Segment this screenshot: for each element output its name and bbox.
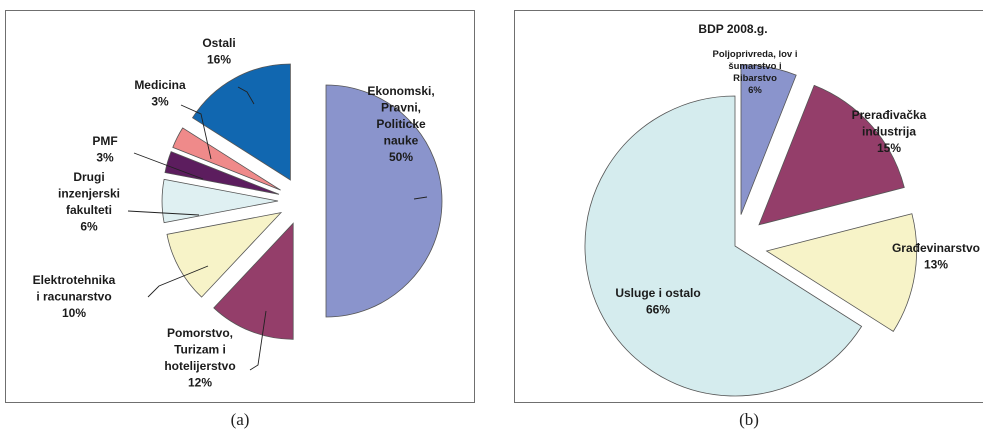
slice-label-preradivacka-industrija: Prerađivačka industrija 15% <box>852 108 927 155</box>
pie-slice-pomorstvo-turizam-i-hotelijerstvo <box>213 222 294 340</box>
pie-slice-gradevinarstvo <box>765 213 918 332</box>
pie-slice-drugi-inzenjerski-fakulteti <box>161 178 279 224</box>
slice-label-pomorstvo-turizam-i-hotelijerstvo: Pomorstvo, Turizam i hotelijerstvo 12% <box>164 326 235 390</box>
pie-slice-pmf <box>164 151 280 195</box>
pie-chart-a: Ekonomski, Pravni, Politicke nauke 50% Pomors… <box>33 36 443 390</box>
slice-label-gradevinarstvo: Građevinarstvo 13% <box>892 241 980 272</box>
slice-label-usluge-i-ostalo: Usluge i ostalo 66% <box>615 286 700 317</box>
slice-label-medicina: Medicina 3% <box>134 78 186 109</box>
pie-slice-medicina <box>172 127 281 191</box>
leader-line-ekonomski-pravni-politicke-nauke <box>413 196 428 200</box>
leader-line-pmf <box>133 152 204 180</box>
pie-slice-ekonomski-pravni-politicke-nauke <box>325 84 443 318</box>
slice-label-elektrotehnika-i-racunarstvo: Elektrotehnika i racunarstvo 10% <box>33 273 116 320</box>
slice-label-ostali: Ostali 16% <box>202 36 235 67</box>
pie-slice-ostali <box>191 63 291 181</box>
caption-a: (a) <box>230 410 250 429</box>
leader-line-elektrotehnika-i-racunarstvo <box>147 265 209 298</box>
leader-line-ostali <box>237 86 255 105</box>
chart-panel-b: BDP 2008.g. Poljoprivreda, lov i šumarstvo… <box>514 10 983 403</box>
pie-slice-preradivacka-industrija <box>758 84 905 226</box>
leader-line-pomorstvo-turizam-i-hotelijerstvo <box>249 310 267 371</box>
slice-label-poljoprivreda-lov-i-sumarstvo-i-ribarstvo: Poljoprivreda, lov i šumarstvo i Ribarstvo… <box>713 49 798 96</box>
slice-label-pmf: PMF 3% <box>92 134 117 165</box>
leader-line-medicina <box>180 104 212 160</box>
pie-slice-usluge-i-ostalo <box>584 95 863 397</box>
caption-b: (b) <box>739 410 759 429</box>
pie-slice-elektrotehnika-i-racunarstvo <box>166 211 283 298</box>
chart-title: BDP 2008.g. <box>698 22 767 36</box>
chart-panel-a: Ekonomski, Pravni, Politicke nauke 50% Pomors… <box>5 10 475 403</box>
pie-chart-b: BDP 2008.g. Poljoprivreda, lov i šumarstvo… <box>584 22 980 397</box>
slice-label-drugi-inzenjerski-fakulteti: Drugi inzenjerski fakulteti 6% <box>58 170 120 234</box>
slice-label-ekonomski-pravni-politicke-nauke: Ekonomski, Pravni, Politicke nauke 50% <box>367 84 434 164</box>
pie-slice-poljoprivreda-lov-i-sumarstvo-i-ribarstvo <box>740 64 797 215</box>
leader-line-drugi-inzenjerski-fakulteti <box>127 210 200 216</box>
